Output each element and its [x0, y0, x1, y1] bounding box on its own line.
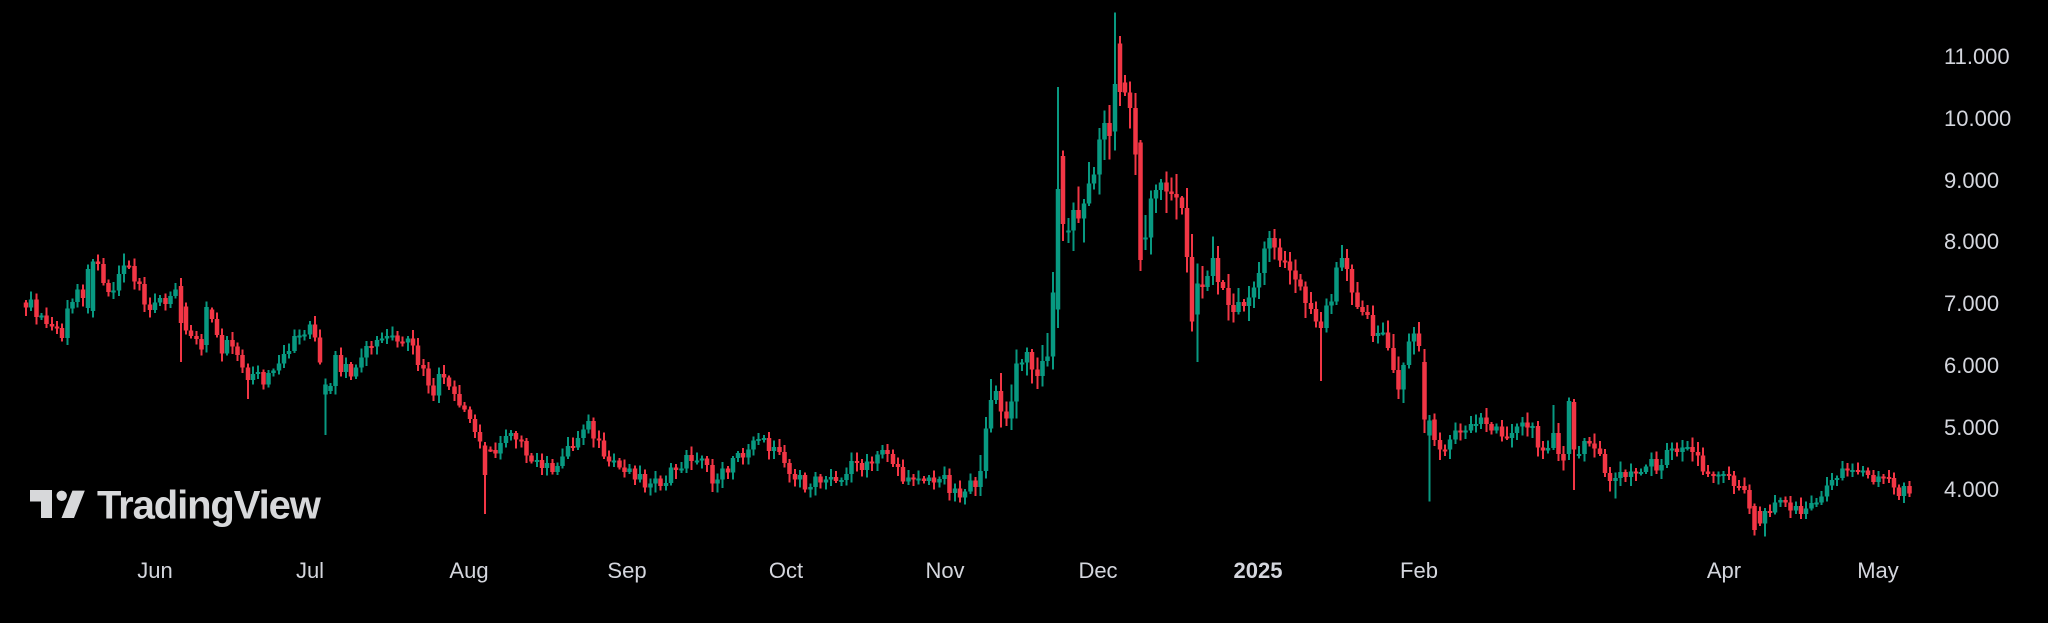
svg-text:Oct: Oct [769, 558, 803, 583]
svg-text:9.000: 9.000 [1944, 168, 1999, 193]
svg-text:6.000: 6.000 [1944, 353, 1999, 378]
svg-text:Nov: Nov [925, 558, 964, 583]
svg-text:2025: 2025 [1234, 558, 1283, 583]
svg-text:Aug: Aug [449, 558, 488, 583]
svg-text:TradingView: TradingView [97, 484, 322, 528]
svg-text:Feb: Feb [1400, 558, 1438, 583]
svg-text:8.000: 8.000 [1944, 229, 1999, 254]
svg-text:Dec: Dec [1078, 558, 1117, 583]
svg-text:Sep: Sep [607, 558, 646, 583]
svg-text:Jun: Jun [137, 558, 172, 583]
svg-text:4.000: 4.000 [1944, 477, 1999, 502]
svg-text:5.000: 5.000 [1944, 415, 1999, 440]
svg-text:Apr: Apr [1707, 558, 1741, 583]
svg-text:May: May [1857, 558, 1899, 583]
svg-text:Jul: Jul [296, 558, 324, 583]
svg-text:10.000: 10.000 [1944, 106, 2011, 131]
svg-text:11.000: 11.000 [1944, 44, 2010, 69]
svg-text:7.000: 7.000 [1944, 291, 1999, 316]
